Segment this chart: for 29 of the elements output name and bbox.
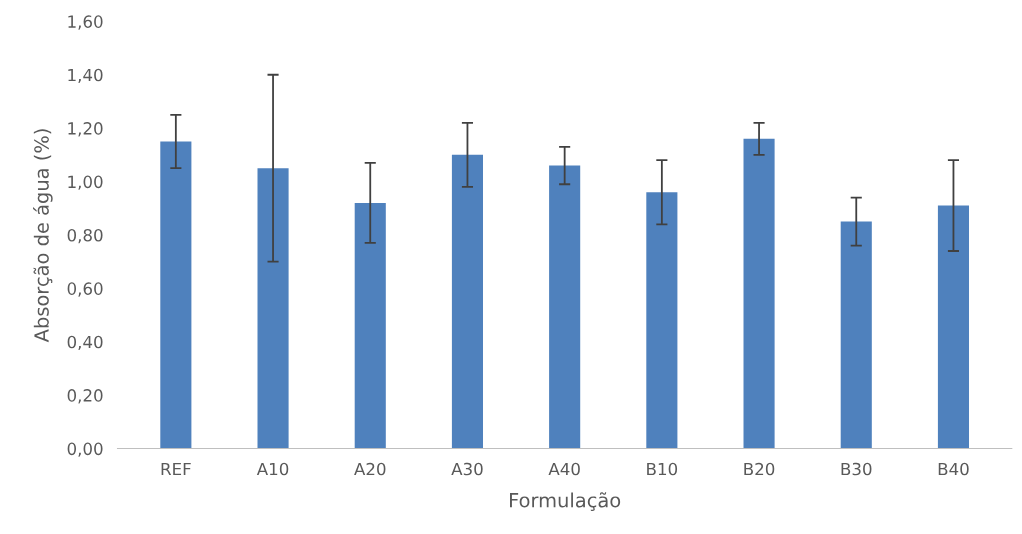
y-tick-label: 0,60	[67, 282, 103, 297]
y-tick-label: 1,20	[68, 122, 103, 137]
x-tick-label: B10	[647, 462, 678, 476]
bar	[646, 192, 678, 449]
bar	[160, 141, 192, 449]
bar	[257, 168, 289, 449]
y-tick-label: 0,20	[67, 389, 103, 404]
x-tick-label: A20	[354, 462, 386, 476]
x-tick-label: B20	[744, 462, 775, 476]
y-tick-label: 1,60	[68, 15, 103, 30]
y-axis-title: Absorção de água (%)	[33, 129, 53, 343]
y-tick-label: 1,00	[68, 175, 103, 190]
x-tick-label: A40	[548, 462, 580, 476]
bar	[451, 154, 484, 449]
bar	[549, 165, 581, 449]
bar	[840, 221, 872, 449]
y-tick-label: 0,80	[67, 228, 103, 244]
x-tick-label: REF	[161, 462, 191, 476]
bar	[937, 205, 970, 449]
y-tick-label: 0,40	[67, 335, 103, 351]
y-tick-label: 1,40	[68, 68, 103, 84]
x-tick-label: B30	[841, 462, 872, 476]
x-tick-label: A30	[451, 462, 483, 476]
y-tick-label: 0,00	[67, 442, 103, 457]
bar	[354, 202, 386, 449]
bar	[743, 138, 775, 449]
x-tick-label: B40	[938, 462, 969, 476]
x-axis-title: Formulação	[510, 492, 621, 512]
x-tick-label: A10	[256, 462, 289, 476]
